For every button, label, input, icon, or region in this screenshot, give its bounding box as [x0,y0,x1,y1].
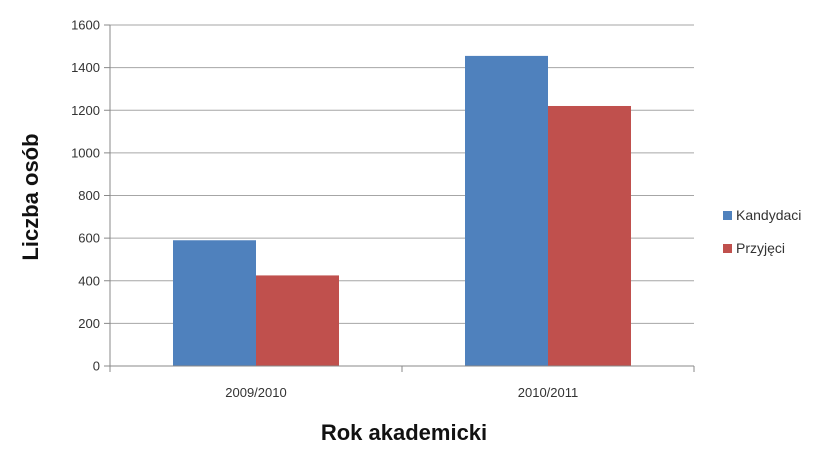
y-tick-label: 400 [78,273,100,288]
x-axis-title: Rok akademicki [321,420,487,445]
bars [173,55,631,367]
y-axis-title: Liczba osób [18,133,43,260]
axes [109,25,695,372]
legend-swatch [723,244,732,253]
y-tick-labels: 0 200 400 600 800 1000 1200 1400 1600 [71,18,100,374]
bar-kandydaci-2 [465,55,548,366]
y-tick-label: 1200 [71,103,100,118]
legend: Kandydaci Przyjęci [723,207,801,256]
bar-przyj-ci-1 [256,275,339,366]
x-category-label: 2010/2011 [518,385,579,400]
y-tick-label: 1600 [71,18,100,33]
bar-kandydaci-1 [173,240,256,366]
y-tick-label: 1000 [71,145,100,160]
legend-swatch [723,211,732,220]
legend-label: Kandydaci [736,207,801,223]
legend-label: Przyjęci [736,240,785,256]
y-tick-label: 1400 [71,60,100,75]
y-tick-label: 800 [78,188,100,203]
x-category-label: 2009/2010 [225,385,286,400]
bar-przyj-ci-2 [548,105,631,367]
y-tick-label: 0 [93,359,100,374]
x-category-labels: 2009/2010 2010/2011 [225,385,578,400]
y-tick-label: 600 [78,231,100,246]
y-tick-label: 200 [78,316,100,331]
